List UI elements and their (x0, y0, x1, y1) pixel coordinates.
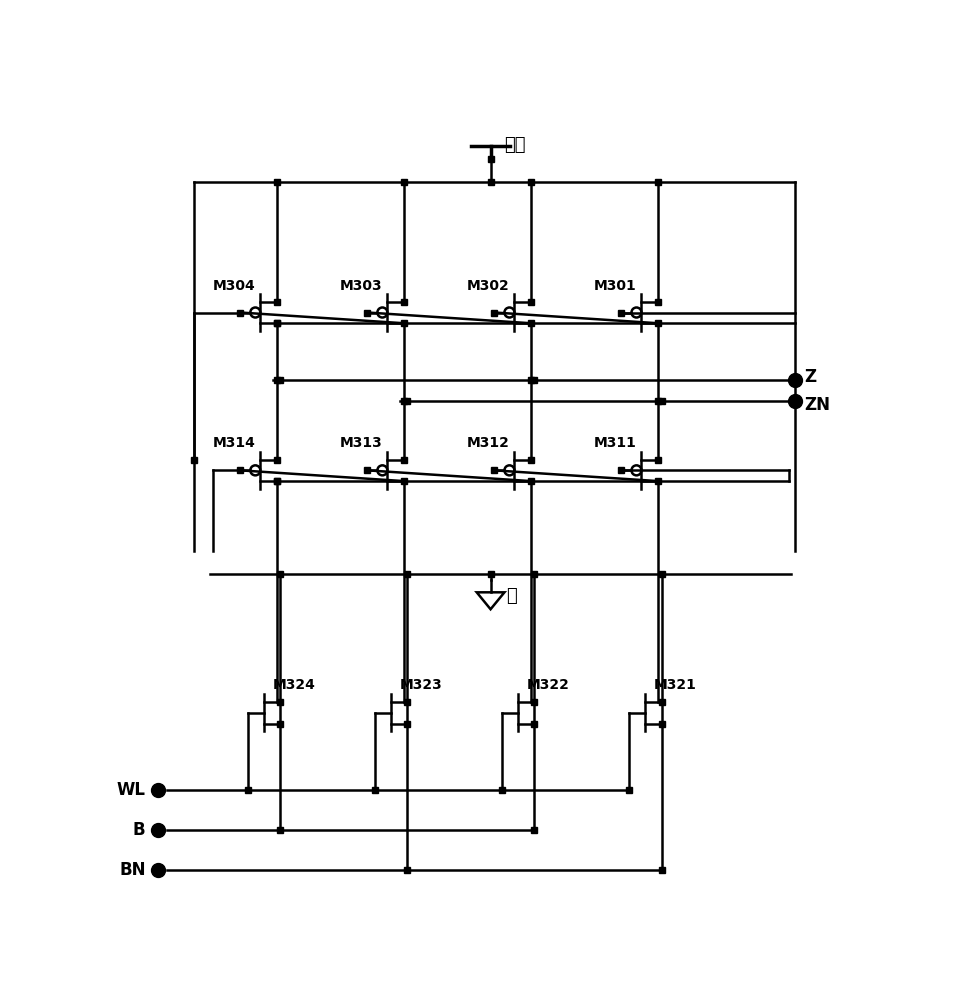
Text: M311: M311 (594, 436, 636, 450)
Text: ZN: ZN (803, 396, 829, 414)
Text: WL: WL (116, 781, 146, 799)
Text: M313: M313 (339, 436, 382, 450)
Text: B: B (133, 821, 146, 839)
Text: M301: M301 (594, 279, 636, 293)
Text: M314: M314 (212, 436, 255, 450)
Text: BN: BN (119, 861, 146, 879)
Text: 电源: 电源 (504, 136, 525, 154)
Text: M324: M324 (273, 678, 315, 692)
Text: M302: M302 (467, 279, 510, 293)
Text: M312: M312 (467, 436, 510, 450)
Text: 地: 地 (506, 587, 516, 605)
Text: M322: M322 (526, 678, 569, 692)
Text: Z: Z (803, 368, 816, 386)
Text: M321: M321 (653, 678, 696, 692)
Text: M303: M303 (339, 279, 382, 293)
Text: M304: M304 (212, 279, 255, 293)
Text: M323: M323 (399, 678, 442, 692)
